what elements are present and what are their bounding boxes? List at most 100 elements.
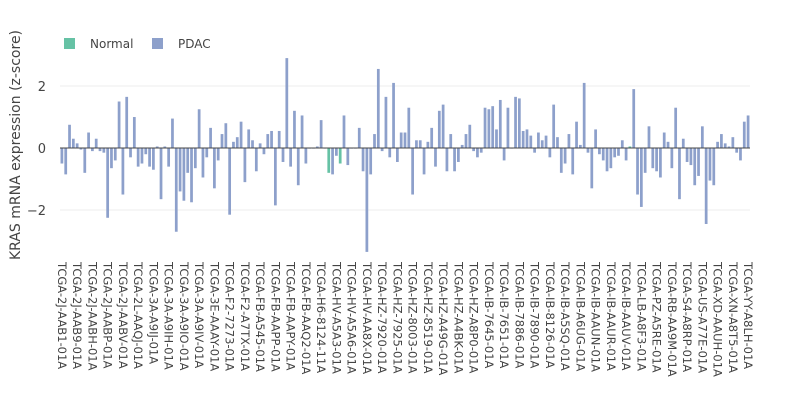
bar-pdac[interactable]	[540, 140, 544, 149]
bar-pdac[interactable]	[190, 148, 193, 203]
bar-pdac[interactable]	[609, 148, 613, 169]
bar-pdac[interactable]	[64, 148, 68, 175]
bar-pdac[interactable]	[197, 109, 201, 149]
bar-pdac[interactable]	[209, 127, 212, 149]
bar-pdac[interactable]	[399, 132, 403, 149]
bar-pdac[interactable]	[182, 148, 186, 201]
bar-pdac[interactable]	[483, 107, 487, 149]
bar-pdac[interactable]	[449, 134, 453, 149]
bar-normal[interactable]	[338, 148, 342, 164]
bar-pdac[interactable]	[544, 135, 548, 149]
bar-pdac[interactable]	[216, 148, 220, 161]
bar-pdac[interactable]	[270, 130, 273, 149]
bar-pdac[interactable]	[590, 148, 594, 189]
bar-pdac[interactable]	[655, 148, 658, 172]
bar-pdac[interactable]	[392, 82, 395, 149]
bar-pdac[interactable]	[68, 124, 71, 149]
bar-pdac[interactable]	[594, 129, 597, 149]
bar-pdac[interactable]	[205, 148, 209, 158]
bar-pdac[interactable]	[567, 134, 571, 149]
bar-pdac[interactable]	[742, 121, 746, 149]
bar-pdac[interactable]	[430, 127, 434, 149]
bar-pdac[interactable]	[232, 141, 235, 149]
bar-pdac[interactable]	[601, 148, 605, 161]
bar-pdac[interactable]	[163, 146, 167, 149]
bar-pdac[interactable]	[598, 148, 601, 155]
bar-pdac[interactable]	[731, 137, 735, 149]
legend[interactable]: Normal PDAC	[64, 37, 211, 51]
bar-pdac[interactable]	[224, 123, 228, 149]
bar-pdac[interactable]	[220, 134, 224, 149]
bar-pdac[interactable]	[132, 117, 136, 149]
bar-pdac[interactable]	[296, 148, 300, 186]
bar-pdac[interactable]	[639, 148, 643, 207]
bar-pdac[interactable]	[674, 107, 678, 149]
bar-pdac[interactable]	[415, 140, 418, 149]
bar-pdac[interactable]	[685, 148, 689, 162]
bar-pdac[interactable]	[277, 130, 281, 149]
bar-pdac[interactable]	[98, 148, 102, 152]
bar-pdac[interactable]	[521, 130, 525, 149]
bar-pdac[interactable]	[548, 148, 552, 158]
bar-pdac[interactable]	[140, 148, 144, 164]
bar-pdac[interactable]	[71, 138, 75, 149]
bar-normal[interactable]	[327, 148, 331, 173]
bar-pdac[interactable]	[746, 115, 750, 149]
bar-pdac[interactable]	[243, 148, 247, 183]
bar-pdac[interactable]	[79, 148, 83, 150]
bar-pdac[interactable]	[159, 148, 163, 200]
bar-pdac[interactable]	[167, 148, 171, 167]
bar-pdac[interactable]	[735, 148, 739, 153]
bar-pdac[interactable]	[693, 148, 697, 186]
bar-pdac[interactable]	[201, 148, 205, 178]
bar-pdac[interactable]	[460, 144, 464, 149]
bar-pdac[interactable]	[289, 148, 292, 167]
bar-pdac[interactable]	[464, 134, 468, 149]
bar-pdac[interactable]	[285, 58, 289, 149]
bar-pdac[interactable]	[506, 107, 510, 149]
bar-pdac[interactable]	[712, 148, 716, 186]
bar-pdac[interactable]	[411, 148, 414, 195]
bar-pdac[interactable]	[716, 141, 719, 149]
bar-pdac[interactable]	[666, 141, 670, 149]
bar-pdac[interactable]	[643, 148, 647, 173]
bar-pdac[interactable]	[113, 148, 117, 161]
bar-pdac[interactable]	[418, 140, 422, 149]
bar-pdac[interactable]	[361, 148, 365, 172]
bar-pdac[interactable]	[266, 134, 270, 149]
bar-pdac[interactable]	[331, 148, 334, 175]
bar-pdac[interactable]	[75, 143, 79, 149]
bar-pdac[interactable]	[335, 148, 338, 156]
bar-pdac[interactable]	[91, 148, 94, 152]
bar-pdac[interactable]	[293, 110, 296, 149]
bar-pdac[interactable]	[407, 107, 411, 149]
bar-pdac[interactable]	[380, 148, 384, 152]
bar-pdac[interactable]	[571, 148, 575, 175]
bar-pdac[interactable]	[647, 126, 651, 149]
bar-pdac[interactable]	[434, 148, 437, 167]
bar-pdac[interactable]	[148, 148, 151, 167]
bar-pdac[interactable]	[525, 129, 529, 149]
bar-pdac[interactable]	[155, 146, 159, 149]
bar-pdac[interactable]	[315, 146, 319, 149]
bar-pdac[interactable]	[94, 138, 98, 149]
bar-pdac[interactable]	[239, 121, 243, 149]
bar-pdac[interactable]	[274, 148, 277, 206]
bar-pdac[interactable]	[258, 143, 262, 149]
bar-pdac[interactable]	[514, 96, 517, 149]
bar-pdac[interactable]	[468, 124, 472, 149]
bar-pdac[interactable]	[117, 101, 121, 149]
bar-pdac[interactable]	[582, 82, 586, 149]
bar-pdac[interactable]	[651, 148, 655, 169]
bar-pdac[interactable]	[213, 148, 216, 189]
bar-pdac[interactable]	[193, 148, 197, 169]
bar-pdac[interactable]	[727, 146, 731, 149]
bar-pdac[interactable]	[186, 148, 190, 173]
bar-pdac[interactable]	[479, 148, 483, 153]
legend-item-pdac[interactable]: PDAC	[152, 37, 211, 51]
bar-pdac[interactable]	[83, 148, 87, 173]
bar-pdac[interactable]	[342, 115, 346, 149]
bar-pdac[interactable]	[125, 96, 129, 149]
bar-pdac[interactable]	[472, 148, 475, 152]
bar-pdac[interactable]	[87, 132, 90, 149]
